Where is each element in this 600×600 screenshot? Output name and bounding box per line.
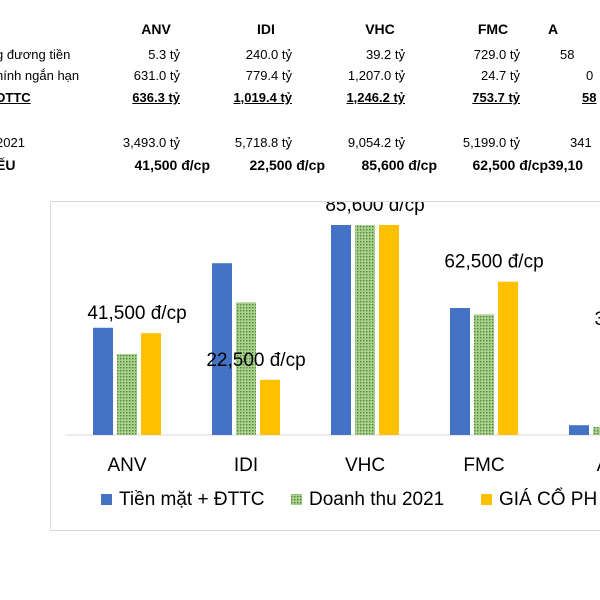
cell: 3,493.0 tỷ [122,135,180,150]
cell: 1,246.2 tỷ [346,90,405,105]
bar-a-series-0 [569,425,589,435]
bar-idi-series-1 [236,302,256,435]
cell: 41,500 đ/cp [134,157,211,173]
cell: 5.3 tỷ [148,47,180,62]
cell: 636.3 tỷ [132,90,180,105]
cell: 85,600 đ/cp [361,157,438,173]
bar-vhc-series-2 [379,225,399,435]
cell: 341 [570,135,592,150]
cell: 0 [586,68,594,83]
cell: 631.0 tỷ [133,68,180,83]
cell: 1,019.4 tỷ [233,90,292,105]
cell: 39,10 [548,157,584,173]
category-label-idi: IDI [234,455,258,476]
col-header-a: A [548,21,559,37]
bar-anv-series-1 [117,353,137,435]
legend-label-0: Tiền mặt + ĐTTC [119,489,265,510]
bar-fmc-series-1 [474,314,494,435]
cell: 58 [560,47,575,62]
cell: 779.4 tỷ [245,68,292,83]
cell: 729.0 tỷ [473,47,520,62]
category-label-vhc: VHC [345,455,385,476]
bar-chart: ANV 41,500 đ/cp IDI 22,500 đ/cp VHC 85,600 đ/… [50,195,600,531]
legend-swatch-2 [481,494,492,505]
category-label-a: A [597,455,600,476]
legend-label-1: Doanh thu 2021 [309,489,444,510]
data-label-vhc: 85,600 đ/cp [325,202,424,216]
row-label-revenue: 2021 [0,135,25,150]
bar-a-series-1 [593,427,600,435]
col-header-anv: ANV [141,21,171,37]
bar-fmc-series-0 [450,307,470,435]
cell: 1,207.0 tỷ [347,68,405,83]
data-label-anv: 41,500 đ/cp [87,303,186,324]
cell: 22,500 đ/cp [249,157,326,173]
chart-canvas: ANV 41,500 đ/cp IDI 22,500 đ/cp VHC 85,600 đ/… [65,195,600,510]
row-label-price: ẾU [0,157,16,173]
row-label-short-term: hính ngắn hạn [0,68,80,83]
cell: 9,054.2 tỷ [347,135,405,150]
cell: 24.7 tỷ [480,68,520,83]
legend-swatch-1 [291,494,302,505]
col-header-fmc: FMC [477,21,509,37]
bar-fmc-series-2 [498,281,518,435]
cell: 5,718.8 tỷ [234,135,292,150]
cell: 62,500 đ/cp [472,157,549,173]
col-header-idi: IDI [257,21,275,37]
row-label-total: DTTC [0,90,31,105]
col-header-vhc: VHC [365,21,395,37]
category-label-anv: ANV [107,455,146,476]
bar-anv-series-2 [141,333,161,435]
cell: 753.7 tỷ [472,90,520,105]
cell: 58 [582,90,597,105]
cell: 240.0 tỷ [245,47,292,62]
bar-idi-series-0 [212,263,232,435]
data-label-fmc: 62,500 đ/cp [444,252,543,273]
legend-label-2: GIÁ CỔ PH [499,488,597,510]
bar-vhc-series-1 [355,225,375,435]
cell: 39.2 tỷ [365,47,405,62]
bar-idi-series-2 [260,379,280,435]
cell: 5,199.0 tỷ [462,135,520,150]
category-label-fmc: FMC [463,455,504,476]
bar-anv-series-0 [93,327,113,435]
bar-vhc-series-0 [331,225,351,435]
row-label-cash: g đương tiền [0,47,71,62]
data-label-a: 39,1 [595,309,600,330]
data-label-idi: 22,500 đ/cp [206,350,305,371]
legend-swatch-0 [101,494,112,505]
